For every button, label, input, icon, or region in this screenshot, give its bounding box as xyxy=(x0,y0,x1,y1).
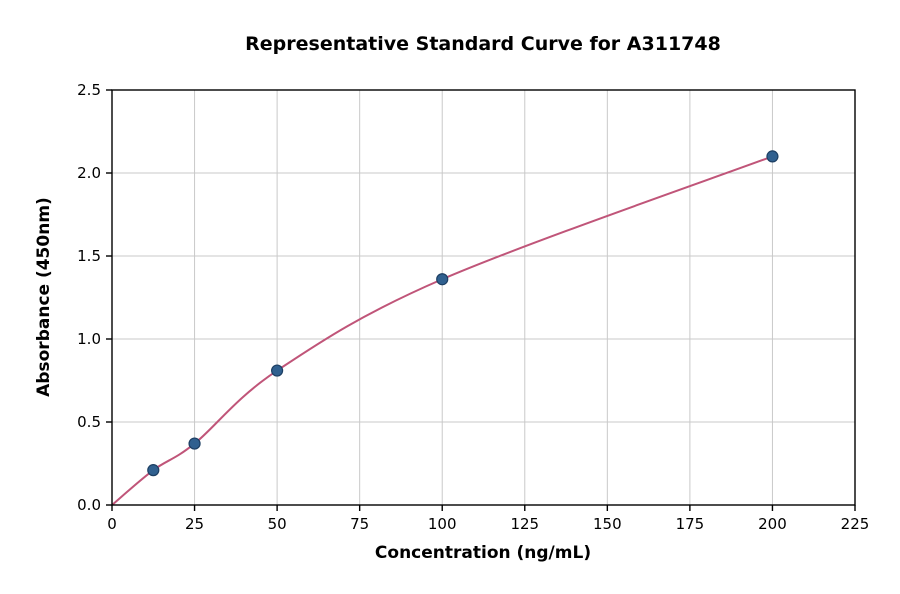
x-tick-label: 100 xyxy=(428,515,457,533)
x-tick-label: 75 xyxy=(350,515,369,533)
y-tick-label: 2.0 xyxy=(77,164,101,182)
data-point xyxy=(188,437,201,450)
data-point xyxy=(147,464,160,477)
chart-title: Representative Standard Curve for A31174… xyxy=(245,33,721,55)
y-tick-label: 0.0 xyxy=(77,496,101,514)
data-point xyxy=(766,150,779,163)
x-tick-label: 200 xyxy=(758,515,787,533)
plot-border xyxy=(111,89,856,506)
data-point xyxy=(271,364,284,377)
y-tick-label: 1.5 xyxy=(77,247,101,265)
x-tick-label: 175 xyxy=(676,515,705,533)
x-tick-label: 225 xyxy=(841,515,870,533)
x-tick-label: 125 xyxy=(510,515,539,533)
x-tick-label: 150 xyxy=(593,515,622,533)
x-tick-label: 50 xyxy=(268,515,287,533)
y-tick-label: 1.0 xyxy=(77,330,101,348)
x-axis-label: Concentration (ng/mL) xyxy=(374,543,592,563)
data-point xyxy=(436,273,449,286)
y-tick-label: 2.5 xyxy=(77,81,101,99)
y-tick-label: 0.5 xyxy=(77,413,101,431)
x-tick-label: 25 xyxy=(185,515,204,533)
x-tick-label: 0 xyxy=(107,515,117,533)
